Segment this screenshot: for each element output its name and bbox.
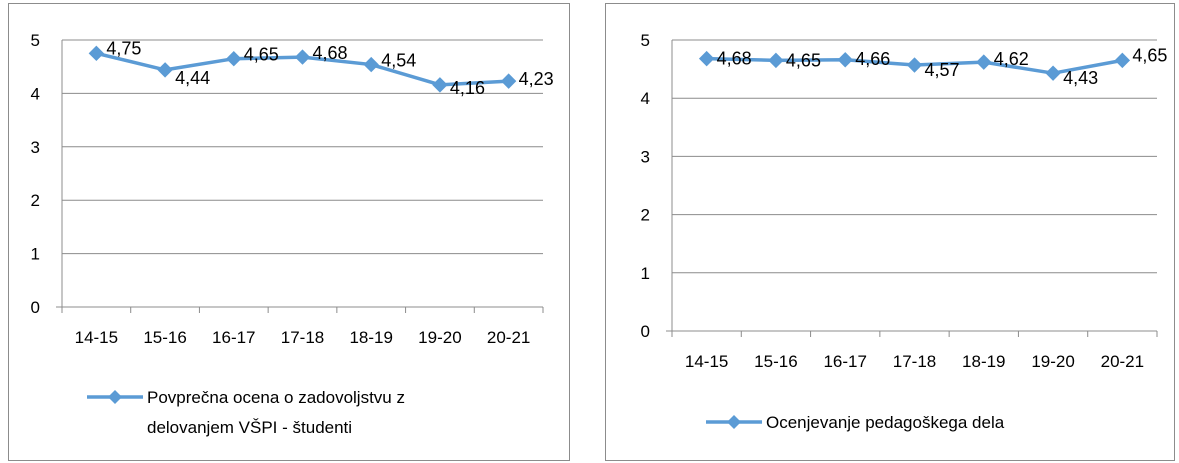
- x-tick-label: 19-20: [1031, 352, 1074, 371]
- data-point: [698, 50, 715, 67]
- x-tick-label: 20-21: [1101, 352, 1144, 371]
- data-point: [976, 54, 992, 70]
- legend-marker: [727, 415, 741, 429]
- y-tick-label: 4: [641, 89, 650, 108]
- data-label: 4,65: [244, 45, 279, 65]
- y-tick-label: 3: [31, 138, 40, 157]
- data-point: [226, 50, 242, 67]
- data-point: [432, 77, 448, 93]
- data-point: [157, 62, 173, 78]
- y-tick-label: 4: [31, 84, 40, 103]
- data-point: [363, 56, 379, 73]
- y-tick-label: 0: [31, 298, 40, 317]
- data-point: [294, 49, 311, 65]
- y-tick-label: 1: [641, 264, 650, 283]
- data-label: 4,43: [1063, 68, 1098, 88]
- data-label: 4,54: [381, 51, 416, 71]
- data-point: [500, 73, 517, 89]
- legend-label: delovanjem VŠPI - študenti: [147, 418, 352, 437]
- x-tick-label: 20-21: [487, 328, 530, 347]
- x-tick-label: 15-16: [754, 352, 797, 371]
- y-tick-label: 0: [641, 322, 650, 341]
- legend-label: Povprečna ocena o zadovoljstvu z: [147, 388, 405, 407]
- data-point: [1114, 52, 1131, 69]
- data-point: [837, 52, 853, 68]
- data-label: 4,57: [925, 60, 960, 80]
- data-label: 4,16: [450, 78, 485, 98]
- data-point: [88, 45, 105, 62]
- x-tick-label: 16-17: [823, 352, 866, 371]
- chart-right: 0 1 2 3 4 5 14-15 15-16 16-17 17-18 18-19 19-20 20-2…: [641, 31, 1168, 432]
- y-tick-label: 1: [31, 245, 40, 264]
- x-tick-label: 18-19: [349, 328, 392, 347]
- data-label: 4,65: [786, 50, 821, 70]
- data-label: 4,23: [519, 69, 554, 89]
- chart-left: 0 1 2 3 4 5 14-15 15-16 16-17 17-18 18-19 19-20 20-2…: [31, 31, 554, 437]
- data-label: 4,62: [994, 49, 1029, 69]
- data-label: 4,68: [313, 43, 348, 63]
- data-label: 4,44: [175, 68, 210, 88]
- x-tick-label: 16-17: [212, 328, 255, 347]
- data-point: [906, 57, 923, 73]
- y-tick-label: 5: [31, 31, 40, 50]
- data-label: 4,68: [717, 49, 752, 69]
- chart-panel-left: 0 1 2 3 4 5 14-15 15-16 16-17 17-18 18-19 19-20 20-2…: [8, 3, 570, 461]
- data-point: [768, 52, 784, 69]
- y-tick-label: 3: [641, 147, 650, 166]
- data-label: 4,66: [855, 49, 890, 69]
- x-tick-label: 14-15: [75, 328, 118, 347]
- y-tick-label: 5: [641, 31, 650, 50]
- x-tick-label: 17-18: [893, 352, 936, 371]
- y-tick-label: 2: [31, 191, 40, 210]
- x-tick-label: 19-20: [418, 328, 461, 347]
- y-tick-label: 2: [641, 206, 650, 225]
- data-label: 4,65: [1132, 45, 1167, 65]
- x-tick-label: 18-19: [962, 352, 1005, 371]
- legend-marker: [108, 390, 122, 404]
- chart-panel-right: 0 1 2 3 4 5 14-15 15-16 16-17 17-18 18-19 19-20 20-2…: [605, 3, 1175, 461]
- legend-label: Ocenjevanje pedagoškega dela: [766, 413, 1005, 432]
- data-label: 4,75: [106, 38, 141, 58]
- x-tick-label: 17-18: [281, 328, 324, 347]
- x-tick-label: 14-15: [685, 352, 728, 371]
- x-tick-label: 15-16: [143, 328, 186, 347]
- data-point: [1045, 65, 1061, 81]
